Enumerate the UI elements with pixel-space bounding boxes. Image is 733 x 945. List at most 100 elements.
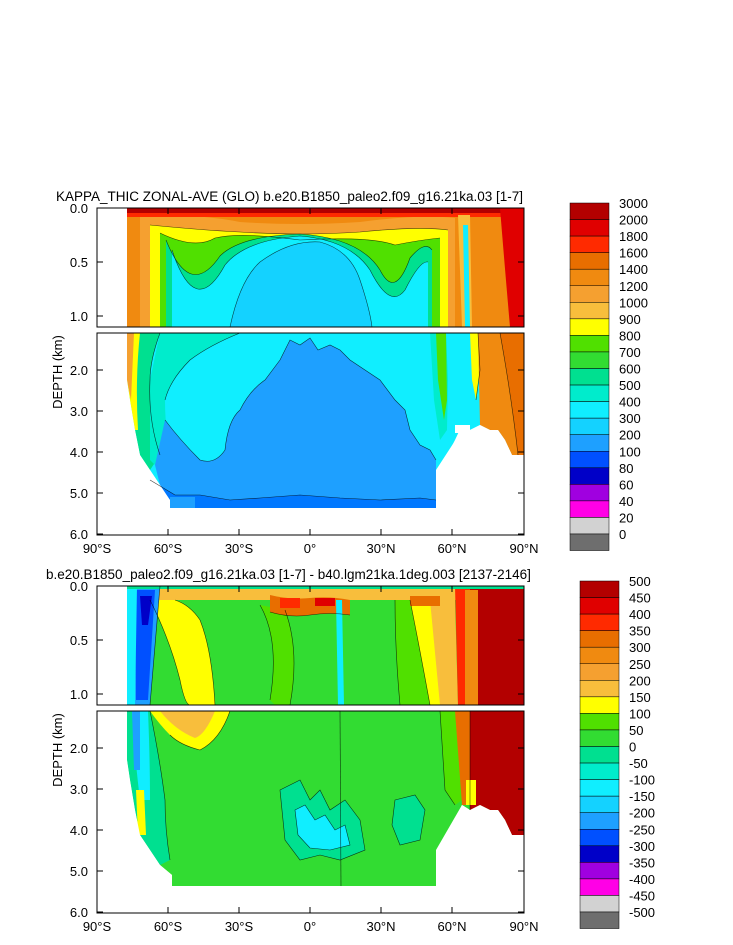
y-tick-label: 0.0	[70, 201, 88, 216]
heatmap-lower	[97, 711, 524, 913]
legend-swatch	[579, 630, 620, 648]
y-ticks-lower: 2.0 3.0 4.0 5.0 6.0	[70, 363, 88, 542]
legend-label: 1000	[619, 295, 648, 310]
legend-label: 100	[629, 706, 651, 721]
legend-label: -150	[629, 789, 655, 804]
legend-label: -250	[629, 822, 655, 837]
legend-label: 200	[629, 673, 651, 688]
y-tick-label: 0.0	[70, 579, 88, 594]
legend-label: 1800	[619, 229, 648, 244]
legend-swatch	[569, 484, 610, 502]
x-tick-label: 30°N	[366, 919, 395, 934]
legend-swatch	[569, 500, 610, 518]
legend-swatch	[569, 268, 610, 287]
y-tick-label: 3.0	[70, 404, 88, 419]
y-tick-label: 5.0	[70, 864, 88, 879]
legend-label: -200	[629, 806, 655, 821]
legend-swatch	[569, 318, 610, 336]
x-tick-label: 60°S	[154, 541, 183, 556]
legend-swatch	[569, 533, 610, 551]
legend-label: -450	[629, 888, 655, 903]
legend-label: 800	[619, 328, 641, 343]
x-ticks: 90°S 60°S 30°S 0° 30°N 60°N 90°N	[83, 541, 539, 556]
legend-label: 300	[619, 411, 641, 426]
legend-label: 450	[629, 591, 651, 606]
legend-label: 400	[629, 607, 651, 622]
legend-swatch	[569, 252, 610, 270]
legend-label: -100	[629, 773, 655, 788]
legend-label: 40	[619, 494, 633, 509]
y-tick-label: 5.0	[70, 486, 88, 501]
legend-label: 900	[619, 312, 641, 327]
legend-swatch	[579, 646, 620, 665]
y-ticks-upper: 0.0 0.5 1.0	[70, 201, 88, 324]
legend-swatch	[579, 580, 620, 598]
legend-label: -300	[629, 839, 655, 854]
legend-swatch	[569, 335, 610, 353]
legend-swatch	[569, 467, 610, 485]
axis-tick-marks	[96, 585, 525, 913]
legend-swatch	[569, 384, 610, 402]
legend-label: 150	[629, 690, 651, 705]
legend-label: 200	[619, 428, 641, 443]
x-tick-label: 30°N	[366, 541, 395, 556]
x-tick-label: 0°	[304, 541, 316, 556]
legend-swatch	[579, 779, 620, 797]
legend-swatch	[579, 597, 620, 615]
legend-swatch	[579, 696, 620, 714]
legend-label: 600	[619, 362, 641, 377]
legend-swatch	[569, 202, 610, 220]
legend-swatch	[569, 401, 610, 419]
legend-swatch	[569, 302, 610, 320]
legend-label: 80	[619, 461, 633, 476]
legend-swatch	[579, 746, 620, 764]
x-tick-label: 30°S	[225, 541, 254, 556]
legend-swatch	[569, 368, 610, 386]
legend-swatch	[579, 729, 620, 747]
legend-swatch	[579, 862, 620, 880]
x-tick-label: 90°S	[83, 541, 112, 556]
legend-swatch	[579, 762, 620, 780]
legend-label: 700	[619, 345, 641, 360]
legend-swatch	[579, 663, 620, 681]
chart-title: KAPPA_THIC ZONAL-AVE (GLO) b.e20.B1850_p…	[56, 189, 523, 204]
legend-label: -50	[629, 756, 648, 771]
x-tick-label: 60°N	[437, 541, 466, 556]
legend-label: 3000	[619, 196, 648, 211]
legend-label: 500	[629, 574, 651, 589]
legend-swatch	[579, 895, 620, 913]
legend-label: 20	[619, 510, 633, 525]
legend-label: 1600	[619, 246, 648, 261]
legend-swatch	[579, 911, 620, 929]
x-tick-label: 90°N	[509, 541, 538, 556]
legend-label: 0	[619, 527, 626, 542]
legend-swatch	[579, 680, 620, 698]
heatmap-upper	[97, 208, 524, 327]
x-ticks: 90°S 60°S 30°S 0° 30°N 60°N 90°N	[83, 919, 539, 934]
y-ticks-lower: 2.0 3.0 4.0 5.0 6.0	[70, 741, 88, 920]
legend-swatch	[569, 451, 610, 469]
y-tick-label: 2.0	[70, 363, 88, 378]
x-tick-label: 30°S	[225, 919, 254, 934]
x-tick-label: 90°S	[83, 919, 112, 934]
legend-swatch	[569, 517, 610, 535]
y-tick-label: 0.5	[70, 633, 88, 648]
legend-label: 1400	[619, 262, 648, 277]
y-tick-label: 3.0	[70, 782, 88, 797]
legend-label: 250	[629, 657, 651, 672]
legend-swatch	[579, 613, 620, 631]
legend-label: 1200	[619, 279, 648, 294]
color-legend: 500450400350300250200150100500-50-100-15…	[579, 574, 655, 929]
legend-label: 350	[629, 624, 651, 639]
legend-swatch	[569, 219, 610, 237]
legend-label: -350	[629, 855, 655, 870]
legend-label: 0	[629, 740, 636, 755]
legend-swatch	[569, 285, 610, 303]
y-ticks-upper: 0.0 0.5 1.0	[70, 579, 88, 702]
legend-label: 100	[619, 444, 641, 459]
y-axis-label: DEPTH (km)	[50, 335, 65, 409]
legend-swatch	[579, 845, 620, 863]
x-tick-label: 60°S	[154, 919, 183, 934]
legend-label: 400	[619, 395, 641, 410]
